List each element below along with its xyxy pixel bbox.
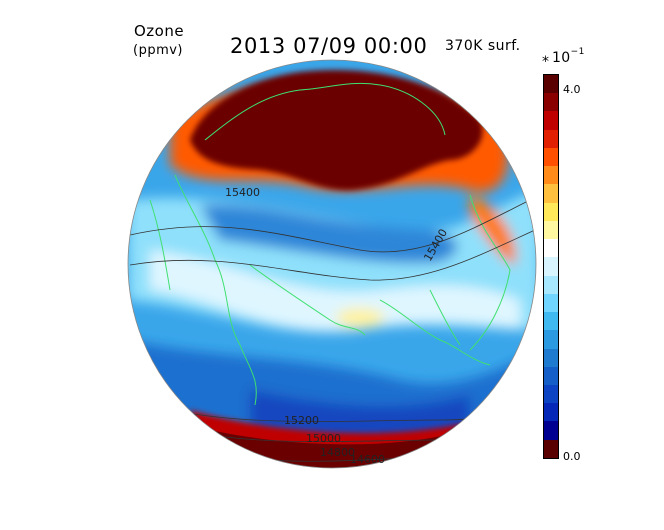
colorbar-swatch-10 — [544, 257, 558, 276]
colorbar-swatch-18 — [544, 403, 558, 422]
colorbar-swatch-13 — [544, 312, 558, 331]
colorbar-swatch-14 — [544, 330, 558, 349]
colorbar-swatch-20 — [544, 439, 558, 458]
vertical-level: 370K surf. — [445, 38, 521, 54]
colorbar-swatch-15 — [544, 348, 558, 367]
contour-label: 15200 — [284, 414, 319, 427]
colorbar-swatch-8 — [544, 220, 558, 240]
colorbar-scale-base: 10 — [552, 50, 571, 66]
colorbar-swatch-0 — [544, 75, 558, 94]
colorbar-swatch-12 — [544, 293, 558, 313]
colorbar-swatch-2 — [544, 111, 558, 130]
colorbar-swatch-11 — [544, 275, 558, 294]
colorbar-swatch-17 — [544, 384, 558, 404]
colorbar-swatch-19 — [544, 421, 558, 440]
colorbar-swatch-7 — [544, 202, 558, 221]
colorbar-scale-factor: 10−1 — [552, 48, 585, 66]
variable-name: Ozone — [134, 22, 185, 40]
colorbar-scale-exponent: −1 — [570, 47, 585, 57]
colorbar-swatch-5 — [544, 166, 558, 185]
contour-label: 15000 — [306, 432, 341, 445]
polar-ozone-maximum — [190, 70, 483, 191]
variable-unit: (ppmv) — [133, 43, 184, 58]
colorbar-swatch-9 — [544, 239, 558, 258]
contour-label: 14600 — [350, 453, 385, 466]
contour-label: 15400 — [225, 186, 260, 199]
globe-outline — [127, 59, 537, 469]
colorbar-swatch-1 — [544, 93, 558, 112]
colorbar-swatch-3 — [544, 129, 558, 148]
colorbar-max-label: 4.0 — [563, 83, 581, 96]
colorbar-swatch-4 — [544, 147, 558, 167]
map-datetime: 2013 07/09 00:00 — [230, 34, 428, 58]
colorbar-min-label: 0.0 — [563, 450, 581, 463]
coastlines — [149, 82, 511, 406]
colorbar-swatch-6 — [544, 184, 558, 203]
colorbar-swatch-16 — [544, 366, 558, 385]
colorbar — [543, 74, 559, 459]
colorbar-scale-star: * — [542, 54, 549, 70]
contour-label: 14800 — [320, 446, 355, 459]
